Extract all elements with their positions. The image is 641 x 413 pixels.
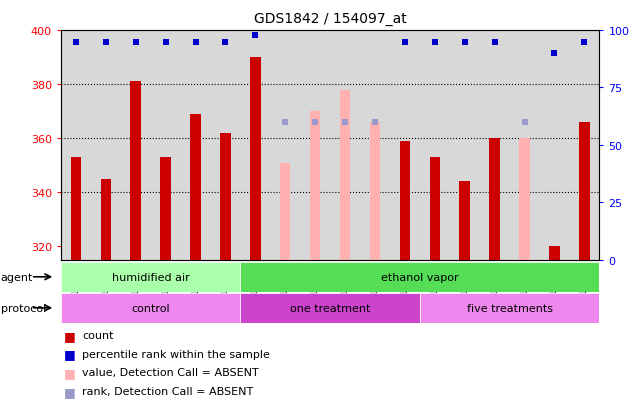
Bar	[101, 179, 111, 260]
Text: rank, Detection Call = ABSENT: rank, Detection Call = ABSENT	[82, 386, 253, 396]
Bar	[71, 158, 81, 260]
Bar	[221, 133, 231, 260]
Bar	[429, 158, 440, 260]
Text: protocol: protocol	[1, 303, 46, 313]
Text: one treatment: one treatment	[290, 303, 370, 313]
Bar	[420, 293, 599, 323]
Bar	[250, 58, 260, 260]
Bar	[400, 142, 410, 260]
Bar	[190, 114, 201, 260]
Bar	[240, 262, 599, 292]
Bar	[61, 262, 240, 292]
Bar	[579, 123, 590, 260]
Text: ■: ■	[64, 329, 76, 342]
Bar	[370, 123, 380, 260]
Text: humidified air: humidified air	[112, 272, 190, 282]
Text: GDS1842 / 154097_at: GDS1842 / 154097_at	[254, 12, 406, 26]
Bar	[490, 139, 500, 260]
Text: ■: ■	[64, 385, 76, 398]
Bar	[240, 293, 420, 323]
Text: ■: ■	[64, 366, 76, 379]
Bar	[310, 112, 320, 260]
Text: agent: agent	[1, 272, 33, 282]
Text: count: count	[82, 330, 113, 340]
Bar	[519, 139, 529, 260]
Bar	[160, 158, 171, 260]
Text: percentile rank within the sample: percentile rank within the sample	[82, 349, 270, 359]
Bar	[280, 163, 290, 260]
Text: five treatments: five treatments	[467, 303, 553, 313]
Bar	[61, 293, 240, 323]
Bar	[131, 82, 141, 260]
Text: value, Detection Call = ABSENT: value, Detection Call = ABSENT	[82, 368, 259, 377]
Bar	[460, 182, 470, 260]
Text: control: control	[131, 303, 170, 313]
Bar	[340, 90, 351, 260]
Text: ■: ■	[64, 347, 76, 361]
Bar	[549, 247, 560, 260]
Text: ethanol vapor: ethanol vapor	[381, 272, 459, 282]
